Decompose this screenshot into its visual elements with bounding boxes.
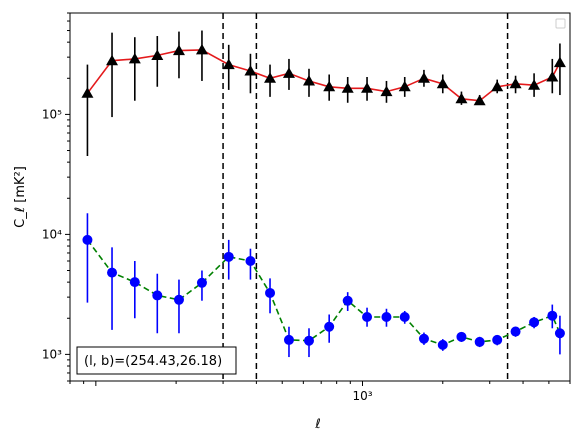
data-point-1-18 <box>456 331 467 342</box>
data-point-0-6 <box>222 58 235 70</box>
data-point-0-19 <box>473 94 486 106</box>
data-point-0-17 <box>436 77 449 89</box>
data-point-0-10 <box>302 74 315 86</box>
data-point-1-3 <box>152 290 163 301</box>
data-point-1-5 <box>196 277 207 288</box>
annotation-box <box>76 346 237 375</box>
data-point-1-10 <box>303 335 314 346</box>
data-point-1-22 <box>529 317 540 328</box>
y-tick-label-1: 10⁴ <box>42 227 62 241</box>
data-point-1-4 <box>173 294 184 305</box>
data-point-0-9 <box>282 67 295 78</box>
data-point-1-0 <box>82 234 93 245</box>
data-point-0-13 <box>361 82 374 93</box>
data-point-1-1 <box>107 267 118 278</box>
series-layer <box>81 30 566 358</box>
data-point-1-13 <box>362 311 373 322</box>
data-point-1-16 <box>418 333 429 344</box>
y-axis-label: C_ℓ [mK²] <box>13 166 28 228</box>
data-point-1-23 <box>547 310 558 321</box>
data-point-1-24 <box>554 328 565 339</box>
y-tick-label-2: 10⁵ <box>42 107 62 121</box>
plot-area <box>70 13 570 381</box>
data-point-0-12 <box>341 82 354 93</box>
data-point-1-21 <box>510 326 521 337</box>
series-1 <box>82 213 565 358</box>
data-point-1-12 <box>342 295 353 306</box>
data-point-1-11 <box>324 321 335 332</box>
data-point-0-23 <box>546 70 559 82</box>
annotation-label: (l, b)=(254.43,26.18) <box>84 354 222 369</box>
data-point-0-24 <box>553 56 566 68</box>
data-point-1-8 <box>265 287 276 298</box>
data-point-0-4 <box>172 44 185 56</box>
data-point-0-3 <box>151 49 164 60</box>
x-tick-label-0: 10³ <box>352 389 372 403</box>
data-point-1-14 <box>381 311 392 322</box>
data-point-0-11 <box>323 80 336 92</box>
data-point-0-0 <box>81 87 94 98</box>
x-axis-label: ℓ <box>314 417 320 432</box>
data-point-0-15 <box>398 80 411 92</box>
legend-box <box>555 18 566 29</box>
axis-ticks: 10³ 10³ 10⁴ 10⁵ <box>42 12 571 403</box>
data-point-1-2 <box>129 277 140 288</box>
reference-lines <box>222 13 509 381</box>
data-point-1-9 <box>283 334 294 345</box>
data-point-0-8 <box>264 72 277 83</box>
data-point-0-21 <box>509 77 522 89</box>
data-point-1-20 <box>492 334 503 345</box>
data-point-1-17 <box>437 339 448 350</box>
data-point-0-14 <box>380 85 393 97</box>
data-point-0-2 <box>128 52 141 64</box>
data-point-0-22 <box>528 79 541 90</box>
data-point-0-5 <box>195 43 208 55</box>
data-point-1-15 <box>399 311 410 322</box>
data-point-0-20 <box>491 80 504 92</box>
data-point-0-1 <box>106 54 119 66</box>
data-point-1-7 <box>245 256 256 267</box>
series-0 <box>81 30 566 157</box>
data-point-1-19 <box>474 336 485 347</box>
data-point-0-16 <box>417 72 430 83</box>
data-point-0-18 <box>455 92 468 104</box>
data-point-1-6 <box>223 251 234 262</box>
plot-frame <box>69 12 571 382</box>
data-point-0-7 <box>244 64 257 76</box>
y-tick-label-0: 10³ <box>42 347 62 361</box>
